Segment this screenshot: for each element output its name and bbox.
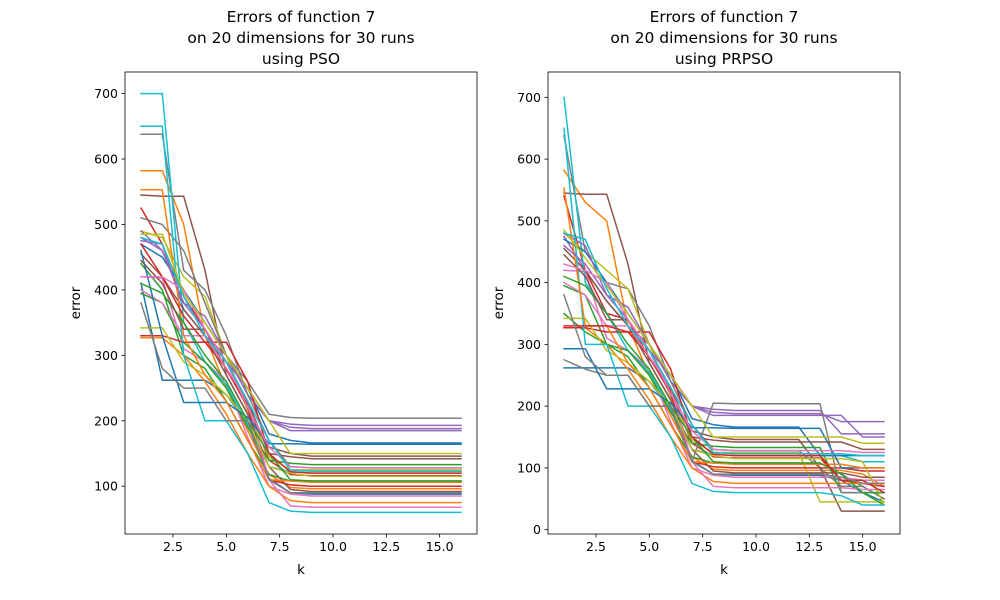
series-line-26	[139, 259, 462, 460]
x-tick-label: 12.5	[372, 539, 400, 554]
y-tick-label: 600	[517, 152, 541, 167]
x-axis-label: k	[720, 562, 728, 578]
y-tick-label: 500	[517, 213, 541, 228]
series-line-27	[140, 276, 462, 469]
chart-title-line: using PSO	[262, 50, 340, 68]
chart-panel-2: 2.5 5.0 7.5 10.0 12.5 15.0 0 100 200 300 400 500 600…	[491, 8, 901, 578]
series-line-17	[562, 281, 885, 491]
x-tick-label: 15.0	[426, 539, 454, 554]
series-line-30	[140, 236, 462, 472]
y-tick-label: 0	[533, 522, 541, 537]
series-line-30	[563, 232, 885, 457]
y-tick-label: 100	[94, 479, 118, 494]
series-line-21	[140, 249, 462, 446]
y-axis-label: error	[491, 286, 507, 319]
y-tick-label: 700	[517, 90, 541, 105]
chart-title-line: Errors of function 7	[650, 8, 799, 26]
series-line-29	[562, 229, 885, 444]
series-line-13	[562, 312, 886, 507]
axes-frame	[547, 71, 901, 535]
series-line-28	[140, 302, 462, 494]
x-tick-label: 10.0	[742, 539, 770, 554]
y-tick-label: 400	[517, 275, 541, 290]
x-tick-label: 7.5	[693, 539, 713, 554]
y-tick-label: 300	[94, 348, 118, 363]
series-line-19	[563, 317, 886, 507]
series-line-21	[563, 347, 885, 469]
series-line-17	[139, 288, 462, 508]
x-axis-label: k	[297, 562, 305, 578]
series-line-14	[140, 334, 462, 487]
chart-title-line: Errors of function 7	[227, 8, 376, 26]
y-axis-label: error	[68, 286, 84, 319]
y-tick-label: 300	[517, 337, 541, 352]
x-tick-label: 10.0	[319, 539, 347, 554]
y-tick-label: 500	[94, 217, 118, 232]
chart-title: Errors of function 7 on 20 dimensions for…	[610, 8, 837, 68]
series-line-27	[563, 263, 885, 454]
series-line-11	[139, 243, 462, 444]
y-tick-label: 700	[94, 86, 118, 101]
chart-title-line: on 20 dimensions for 30 runs	[187, 29, 414, 47]
chart-title-line: on 20 dimensions for 30 runs	[610, 29, 837, 47]
series-line-29	[140, 233, 462, 455]
series-line-23	[140, 282, 462, 482]
y-tick-label: 400	[94, 282, 118, 297]
series-line-22	[140, 189, 462, 484]
x-tick-label: 2.5	[586, 539, 606, 554]
chart-panel-1: 2.5 5.0 7.5 10.0 12.5 15.0 100 200 300 400 500 600 7…	[68, 8, 478, 578]
series-line-16	[562, 247, 885, 478]
x-tick-label: 2.5	[163, 539, 183, 554]
series-line-22	[563, 187, 885, 469]
series-line-24	[563, 325, 886, 494]
series-line-13	[140, 292, 462, 466]
chart-title: Errors of function 7 on 20 dimensions for…	[187, 8, 414, 68]
series-line-6	[140, 194, 462, 457]
series-line-18	[140, 216, 462, 419]
series-line-6	[563, 192, 885, 512]
y-tick-label: 100	[517, 460, 541, 475]
x-tick-label: 15.0	[849, 539, 877, 554]
y-tick-label: 200	[517, 399, 541, 414]
x-tick-label: 7.5	[270, 539, 290, 554]
series-line-16	[139, 252, 462, 493]
y-tick-label: 200	[94, 413, 118, 428]
x-tick-label: 5.0	[639, 539, 659, 554]
chart-title-line: using PRPSO	[675, 50, 773, 68]
series-line-19	[140, 327, 462, 478]
series-line-28	[563, 294, 885, 485]
axes-frame	[124, 71, 478, 535]
series-line-26	[562, 253, 885, 451]
y-tick-label: 600	[94, 152, 118, 167]
x-tick-label: 12.5	[795, 539, 823, 554]
x-tick-label: 5.0	[216, 539, 236, 554]
series-line-11	[562, 238, 885, 457]
